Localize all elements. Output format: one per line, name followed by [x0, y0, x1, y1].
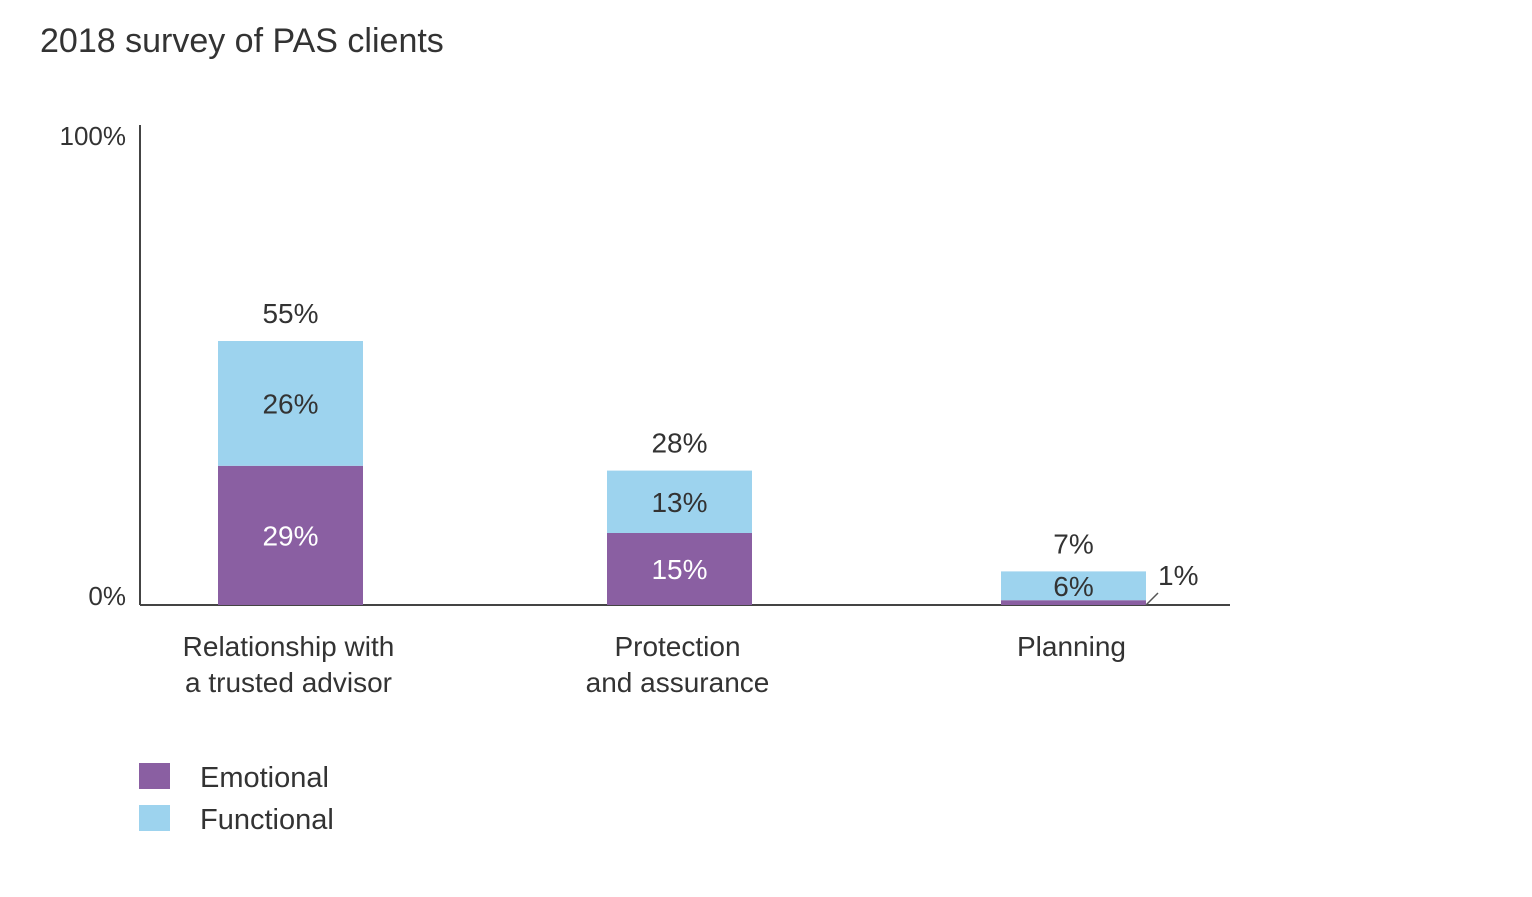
data-label-emotional: 29%	[262, 520, 318, 551]
x-tick-label: a trusted advisor	[185, 667, 392, 698]
callout-line	[1145, 592, 1159, 606]
data-label-functional: 13%	[651, 487, 707, 518]
y-tick-label-0: 0%	[88, 581, 126, 611]
bar-functional	[1001, 571, 1146, 601]
data-label-functional: 26%	[262, 388, 318, 419]
x-tick-label: Relationship with	[183, 631, 395, 662]
x-tick-label: and assurance	[586, 667, 770, 698]
legend-label-emotional: Emotional	[200, 762, 329, 794]
legend-swatch-emotional	[139, 763, 170, 789]
legend-label-functional: Functional	[200, 804, 334, 836]
x-tick-label: Protection	[614, 631, 740, 662]
y-tick-label-100: 100%	[60, 121, 127, 151]
bar-emotional	[218, 465, 363, 605]
legend-swatch-functional	[139, 805, 170, 831]
total-label: 28%	[651, 428, 707, 459]
data-label-emotional: 15%	[651, 554, 707, 585]
data-label-emotional: 1%	[1158, 560, 1198, 591]
bar-emotional	[607, 533, 752, 605]
total-label: 55%	[262, 298, 318, 329]
bar-emotional	[1001, 600, 1146, 605]
bar-functional	[218, 341, 363, 466]
x-tick-label: Planning	[1017, 631, 1126, 662]
bar-functional	[607, 470, 752, 533]
data-label-functional: 6%	[1053, 571, 1093, 602]
total-label: 7%	[1053, 528, 1093, 559]
chart-title: 2018 survey of PAS clients	[40, 22, 444, 60]
